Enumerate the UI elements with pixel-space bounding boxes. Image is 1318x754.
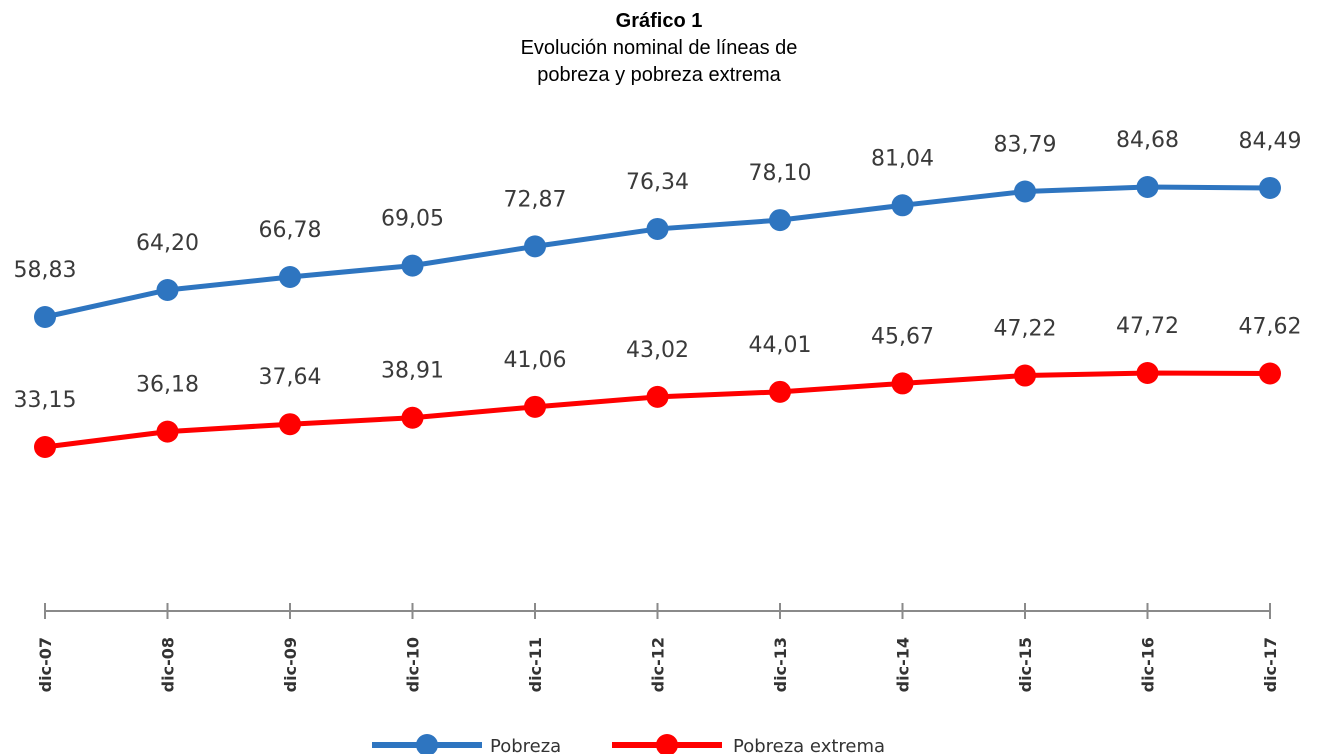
- x-tick-label: dic-15: [1016, 637, 1035, 692]
- data-labels: 58,83 64,20 66,78 69,05 72,87 76,34 78,10 81,04…: [14, 128, 1302, 413]
- data-label: 36,18: [136, 373, 199, 398]
- data-label: 81,04: [871, 146, 934, 171]
- data-label: 72,87: [504, 187, 567, 212]
- data-label: 41,06: [504, 348, 567, 373]
- data-point: [891, 194, 914, 217]
- chart-title: Gráfico 1: [615, 10, 703, 32]
- data-point: [769, 209, 791, 232]
- legend-swatch-marker: [656, 734, 678, 754]
- data-point: [1136, 362, 1159, 384]
- legend-label: Pobreza: [490, 736, 561, 754]
- data-label: 37,64: [259, 365, 322, 390]
- chart-subtitle-line-2: pobreza y pobreza extrema: [537, 64, 781, 86]
- data-point: [1014, 364, 1036, 387]
- legend: Pobreza Pobreza extrema: [372, 734, 885, 754]
- legend-label: Pobreza extrema: [733, 736, 885, 754]
- x-tick-label: dic-08: [159, 637, 178, 692]
- data-label: 64,20: [136, 231, 199, 256]
- data-label: 45,67: [871, 324, 934, 349]
- data-point: [1259, 362, 1281, 385]
- x-tick-label: dic-12: [649, 637, 668, 692]
- data-label: 78,10: [749, 161, 812, 186]
- data-point: [646, 385, 669, 408]
- data-point: [401, 406, 424, 429]
- data-point: [524, 395, 546, 418]
- data-point: [279, 413, 301, 436]
- x-tick-label: dic-17: [1261, 637, 1280, 692]
- series-line-pobreza-extrema: [44, 370, 1271, 450]
- x-tick-label: dic-13: [771, 637, 790, 692]
- data-label: 38,91: [381, 359, 444, 384]
- x-tick-label: dic-07: [36, 637, 55, 692]
- data-label: 44,01: [749, 333, 812, 358]
- data-point: [156, 420, 179, 443]
- data-label: 76,34: [626, 170, 689, 195]
- x-tick-label: dic-14: [894, 637, 913, 692]
- data-label: 83,79: [994, 132, 1057, 157]
- data-label: 43,02: [626, 338, 689, 363]
- data-point: [1136, 176, 1159, 198]
- data-label: 84,49: [1239, 129, 1302, 154]
- data-label: 33,15: [14, 388, 77, 413]
- data-point: [1259, 176, 1281, 199]
- data-label: 47,22: [994, 317, 1057, 342]
- chart-subtitle-line-1: Evolución nominal de líneas de: [520, 37, 798, 59]
- chart-title-block: Gráfico 1 Evolución nominal de líneas de…: [0, 8, 1318, 89]
- data-point: [646, 217, 669, 240]
- data-label: 84,68: [1116, 128, 1179, 153]
- data-label: 66,78: [259, 218, 322, 243]
- data-label: 47,62: [1239, 315, 1302, 340]
- legend-swatch-marker: [416, 734, 438, 754]
- data-point: [156, 278, 179, 301]
- data-label: 58,83: [14, 258, 77, 283]
- x-tick-label: dic-11: [526, 637, 545, 692]
- data-point: [769, 380, 791, 403]
- x-tick-label: dic-10: [404, 637, 423, 692]
- x-axis: dic-07 dic-08 dic-09 dic-10 dic-11 dic-12 dic-…: [36, 603, 1280, 692]
- data-point: [1014, 180, 1036, 203]
- x-tick-label: dic-16: [1139, 637, 1158, 692]
- data-point: [34, 436, 56, 458]
- data-point: [891, 372, 914, 395]
- data-point: [401, 254, 424, 277]
- series-line-pobreza: [44, 184, 1271, 320]
- data-label: 47,72: [1116, 314, 1179, 339]
- data-point: [279, 266, 301, 289]
- series-layer: [34, 176, 1281, 458]
- data-point: [524, 235, 546, 258]
- data-label: 69,05: [381, 207, 444, 232]
- data-point: [34, 306, 56, 328]
- x-tick-label: dic-09: [281, 637, 300, 692]
